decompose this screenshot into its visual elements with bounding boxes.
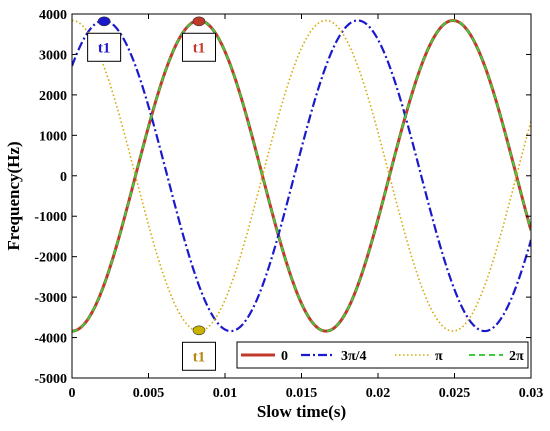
x-axis-ticks: 0 0.005 0.01 0.015 0.02 0.025 0.03 xyxy=(69,14,544,401)
annotation-label-2: t1 xyxy=(193,349,206,365)
legend-label-3: 2π xyxy=(509,349,524,364)
x-tick-label: 0.01 xyxy=(213,386,238,401)
y-axis-label: Frequency(Hz) xyxy=(4,141,23,250)
y-tick-label: -3000 xyxy=(34,291,67,306)
x-tick-label: 0.02 xyxy=(366,386,391,401)
series-line-1 xyxy=(72,19,531,333)
y-tick-label: -4000 xyxy=(34,332,67,347)
y-tick-label: 3000 xyxy=(39,48,67,63)
legend-label-1: 3π/4 xyxy=(341,349,367,364)
annotation-marker-1 xyxy=(192,16,206,27)
series-line-0 xyxy=(72,18,531,333)
annotation-box-1 xyxy=(181,32,216,62)
x-axis-label: Slow time(s) xyxy=(257,402,346,421)
annotation-box-2 xyxy=(181,341,216,371)
series-line-3 xyxy=(72,19,531,333)
y-tick-label: -5000 xyxy=(34,372,67,387)
y-tick-label: 2000 xyxy=(39,89,67,104)
x-tick-label: 0.025 xyxy=(439,386,471,401)
annotation-marker-0 xyxy=(97,16,111,27)
y-tick-label: 0 xyxy=(60,170,67,185)
annotation-label-1: t1 xyxy=(193,40,206,56)
y-axis-ticks: -5000 -4000 -3000 -2000 -1000 0 1000 2000 3000 40… xyxy=(34,8,531,387)
legend: 0 3π/4 π 2π xyxy=(236,341,529,369)
y-tick-label: -1000 xyxy=(34,210,67,225)
series-line-2 xyxy=(72,19,531,332)
t1-annotations: t1 t1 t1 xyxy=(87,16,216,371)
legend-label-2: π xyxy=(435,349,443,364)
x-tick-label: 0.03 xyxy=(519,386,544,401)
series-curves xyxy=(72,18,531,333)
y-tick-label: 4000 xyxy=(39,8,67,23)
legend-label-0: 0 xyxy=(281,349,288,364)
y-tick-label: -2000 xyxy=(34,251,67,266)
x-tick-label: 0 xyxy=(69,386,76,401)
x-tick-label: 0.005 xyxy=(133,386,165,401)
annotation-marker-2 xyxy=(192,325,206,336)
annotation-box-0 xyxy=(87,32,122,62)
annotation-label-0: t1 xyxy=(98,40,111,56)
y-tick-label: 1000 xyxy=(39,129,67,144)
x-tick-label: 0.015 xyxy=(286,386,318,401)
